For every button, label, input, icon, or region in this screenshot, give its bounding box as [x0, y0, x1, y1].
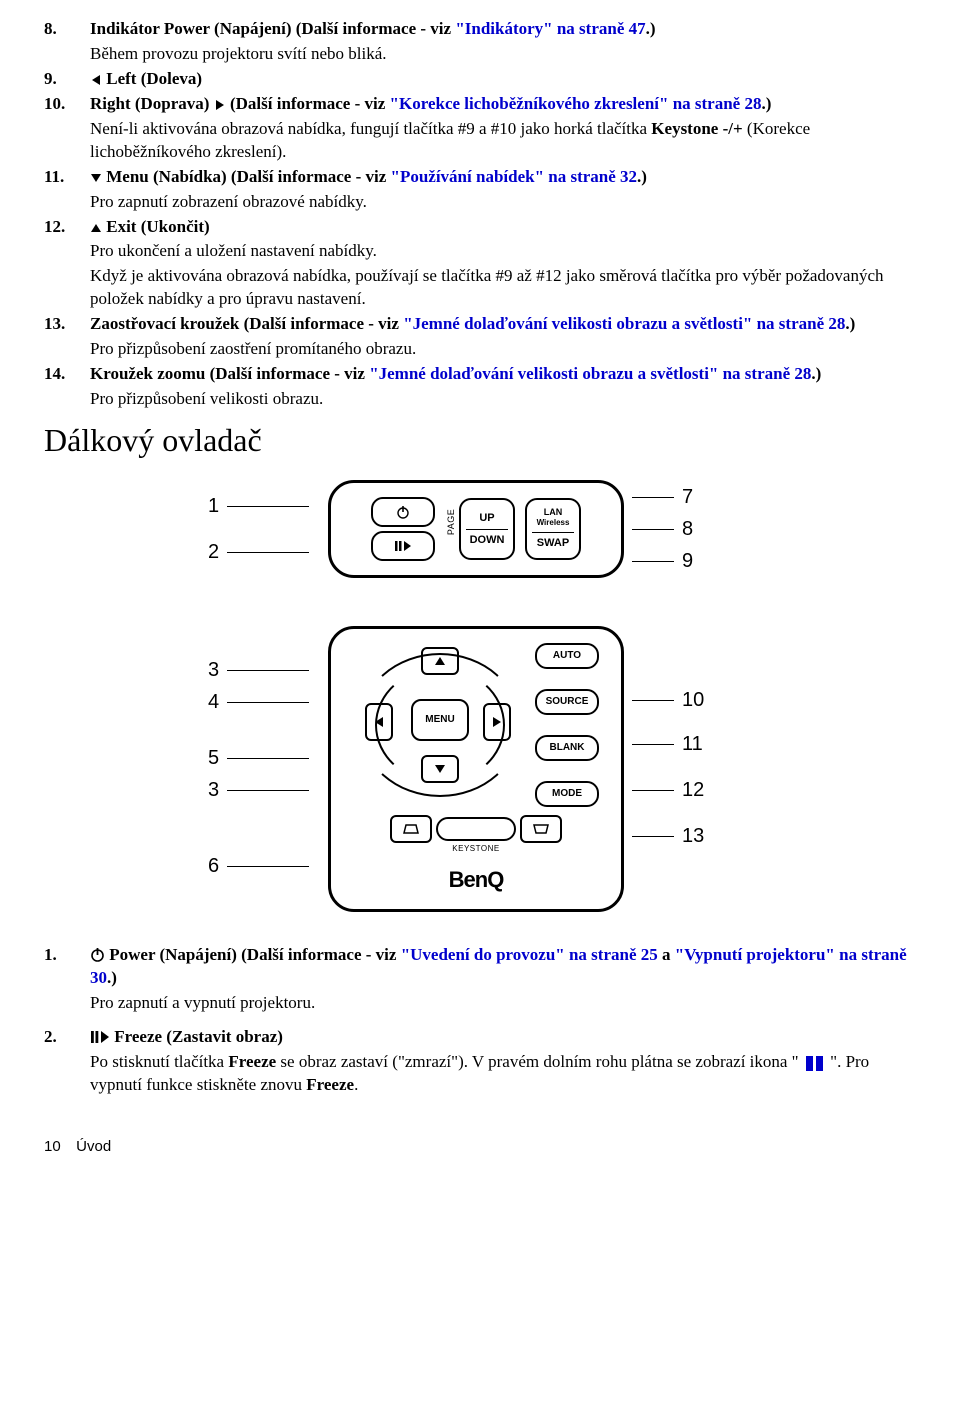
- item-body: Pro přizpůsobení zaostření promítaného o…: [44, 338, 916, 361]
- item-body: Během provozu projektoru svítí nebo blik…: [44, 43, 916, 66]
- mode-button[interactable]: MODE: [535, 781, 599, 807]
- up-button[interactable]: [421, 647, 459, 675]
- up-triangle-icon: [90, 222, 102, 234]
- list-item: 12. Exit (Ukončit): [44, 216, 916, 239]
- dpad: MENU: [353, 647, 523, 807]
- callout-left: 1 2: [208, 492, 328, 566]
- page-number: 10: [44, 1137, 72, 1157]
- callout-right: 7 8 9: [624, 483, 752, 575]
- section-heading: Dálkový ovladač: [44, 419, 916, 462]
- keystone-row: [390, 815, 562, 843]
- source-button[interactable]: SOURCE: [535, 689, 599, 715]
- item-body: Pro přizpůsobení velikosti obrazu.: [44, 388, 916, 411]
- remote-top-box: PAGE UP DOWN LAN Wireless SWAP: [328, 480, 624, 578]
- page-label: PAGE: [445, 523, 457, 535]
- keystone-label: KEYSTONE: [452, 844, 499, 855]
- callout-left: 3 4 5 3 6: [208, 657, 328, 881]
- power-button[interactable]: [371, 497, 435, 527]
- freeze-button[interactable]: [371, 531, 435, 561]
- down-button[interactable]: [421, 755, 459, 783]
- down-triangle-icon: [90, 172, 102, 184]
- page-footer: 10 Úvod: [44, 1099, 916, 1157]
- trapezoid-icon: [403, 823, 419, 835]
- remote-figure: 1 2: [44, 480, 916, 911]
- list-item: 9. Left (Doleva): [44, 68, 916, 91]
- item-body: Pro zapnutí a vypnutí projektoru.: [44, 992, 916, 1015]
- power-icon: [396, 505, 410, 519]
- list-item: 13. Zaostřovací kroužek (Další informace…: [44, 313, 916, 336]
- keystone-plus-button[interactable]: [520, 815, 562, 843]
- list-item: 2. Freeze (Zastavit obraz): [44, 1026, 916, 1049]
- page-buttons[interactable]: UP DOWN: [459, 498, 515, 560]
- keystone-minus-button[interactable]: [390, 815, 432, 843]
- list-upper: 8. Indikátor Power (Napájení) (Další inf…: [44, 18, 916, 411]
- left-button[interactable]: [365, 703, 393, 741]
- list-item: 10. Right (Doprava) (Další informace - v…: [44, 93, 916, 116]
- footer-section: Úvod: [76, 1138, 111, 1155]
- list-lower: 1. Power (Napájení) (Další informace - v…: [44, 944, 916, 1098]
- item-body: Když je aktivována obrazová nabídka, pou…: [44, 265, 916, 311]
- pause-icon: [806, 1056, 823, 1071]
- power-icon: [90, 947, 105, 962]
- right-triangle-icon: [214, 99, 226, 111]
- item-body: Pro zapnutí zobrazení obrazové nabídky.: [44, 191, 916, 214]
- item-body: Není-li aktivována obrazová nabídka, fun…: [44, 118, 916, 164]
- pause-play-icon: [394, 540, 412, 552]
- menu-button[interactable]: MENU: [411, 699, 469, 741]
- item-body: Po stisknutí tlačítka Freeze se obraz za…: [44, 1051, 916, 1097]
- right-triangle-icon: [492, 716, 502, 728]
- item-number: 8.: [44, 18, 90, 41]
- list-item: 14. Kroužek zoomu (Další informace - viz…: [44, 363, 916, 386]
- left-triangle-icon: [90, 74, 102, 86]
- brand-logo: BenQ: [449, 865, 504, 895]
- trapezoid-icon: [533, 823, 549, 835]
- list-item: 8. Indikátor Power (Napájení) (Další inf…: [44, 18, 916, 41]
- side-buttons: AUTO SOURCE BLANK MODE: [535, 643, 599, 807]
- callout-right: 10 11 12 13: [624, 687, 752, 851]
- down-triangle-icon: [434, 764, 446, 774]
- remote-bottom-box: MENU AUTO SOURCE BLANK MODE: [328, 626, 624, 911]
- left-triangle-icon: [374, 716, 384, 728]
- right-button[interactable]: [483, 703, 511, 741]
- pause-play-icon: [90, 1030, 110, 1044]
- list-item: 11. Menu (Nabídka) (Další informace - vi…: [44, 166, 916, 189]
- blank-button[interactable]: BLANK: [535, 735, 599, 761]
- lan-swap-buttons[interactable]: LAN Wireless SWAP: [525, 498, 581, 560]
- auto-button[interactable]: AUTO: [535, 643, 599, 669]
- up-triangle-icon: [434, 656, 446, 666]
- list-item: 1. Power (Napájení) (Další informace - v…: [44, 944, 916, 990]
- item-body: Pro ukončení a uložení nastavení nabídky…: [44, 240, 916, 263]
